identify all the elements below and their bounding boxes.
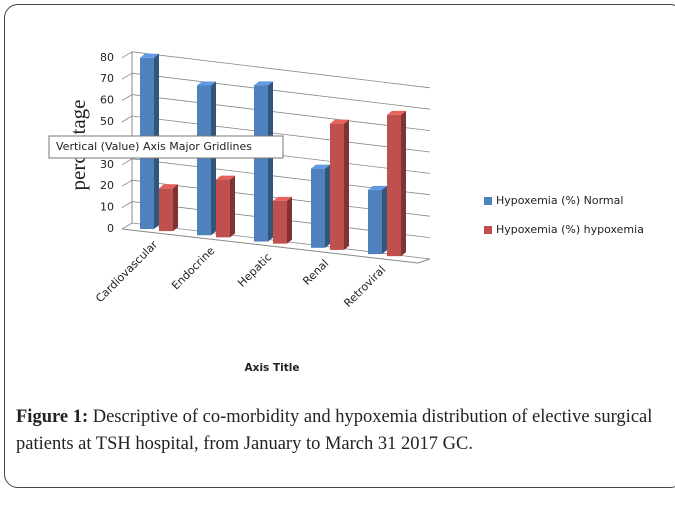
y-tick-label: 0 (107, 222, 114, 235)
bar-side (325, 164, 330, 248)
caption-text: Descriptive of co-morbidity and hypoxemi… (16, 407, 653, 454)
x-tick-label: Cardiovascular (93, 238, 160, 305)
bar-front (273, 200, 287, 244)
bar-front (311, 168, 325, 248)
bar-front (216, 179, 230, 238)
bar-front (387, 114, 401, 257)
bar-top (159, 184, 178, 189)
bar-side (230, 175, 235, 238)
bar-side (344, 119, 349, 250)
bar (159, 184, 178, 232)
grid-line (121, 72, 431, 110)
floor (121, 228, 431, 264)
legend-swatch (484, 197, 492, 205)
bar-top (254, 81, 273, 86)
bar-front (159, 188, 173, 232)
bar-top (368, 185, 387, 190)
bar (330, 119, 349, 250)
caption-label: Figure 1: (16, 407, 89, 427)
bar-front (368, 189, 382, 255)
bar (273, 196, 292, 244)
x-axis-title: Axis Title (245, 362, 300, 374)
y-tick-label: 50 (100, 115, 114, 128)
legend-label: Hypoxemia (%) hypoxemia (496, 223, 644, 236)
bar-side (268, 81, 273, 242)
bar-top (330, 119, 349, 124)
frame (4, 4, 675, 488)
y-tick-label: 80 (100, 51, 114, 64)
bar-front (254, 85, 268, 242)
bar-top (387, 110, 406, 115)
bar (311, 164, 330, 248)
bar (368, 185, 387, 255)
bar-top (197, 81, 216, 86)
bar (254, 81, 273, 242)
bar-top (216, 175, 235, 180)
y-tick-label: 30 (100, 158, 114, 171)
bar (216, 175, 235, 238)
legend-label: Hypoxemia (%) Normal (496, 194, 623, 207)
x-tick-label: Endocrine (169, 244, 217, 292)
legend-swatch (484, 226, 492, 234)
bar (197, 81, 216, 236)
bar-top (311, 164, 330, 169)
y-tick-label: 60 (100, 94, 114, 107)
tooltip-box (48, 135, 284, 159)
grid-line (121, 94, 431, 131)
bar-side (287, 196, 292, 244)
x-tick-label: Renal (300, 257, 331, 288)
bar-top (273, 196, 292, 201)
bar (387, 110, 406, 257)
x-tick-label: Retroviral (341, 263, 388, 310)
bar-front (330, 123, 344, 250)
bar-side (382, 185, 387, 255)
bar-top (140, 53, 159, 58)
grid-line (121, 51, 431, 89)
bar-front (197, 85, 211, 236)
bar-side (401, 110, 406, 257)
chart: percentage Axis Title 01020304050607080C… (48, 51, 644, 374)
y-tick-label: 10 (100, 201, 114, 214)
y-tick-label: 20 (100, 179, 114, 192)
x-tick-label: Hepatic (235, 251, 274, 290)
caption: Figure 1: Descriptive of co-morbidity an… (16, 404, 675, 458)
tooltip: Vertical (Value) Axis Major Gridlines (56, 140, 252, 153)
bar-side (173, 184, 178, 232)
y-tick-label: 70 (100, 72, 114, 85)
